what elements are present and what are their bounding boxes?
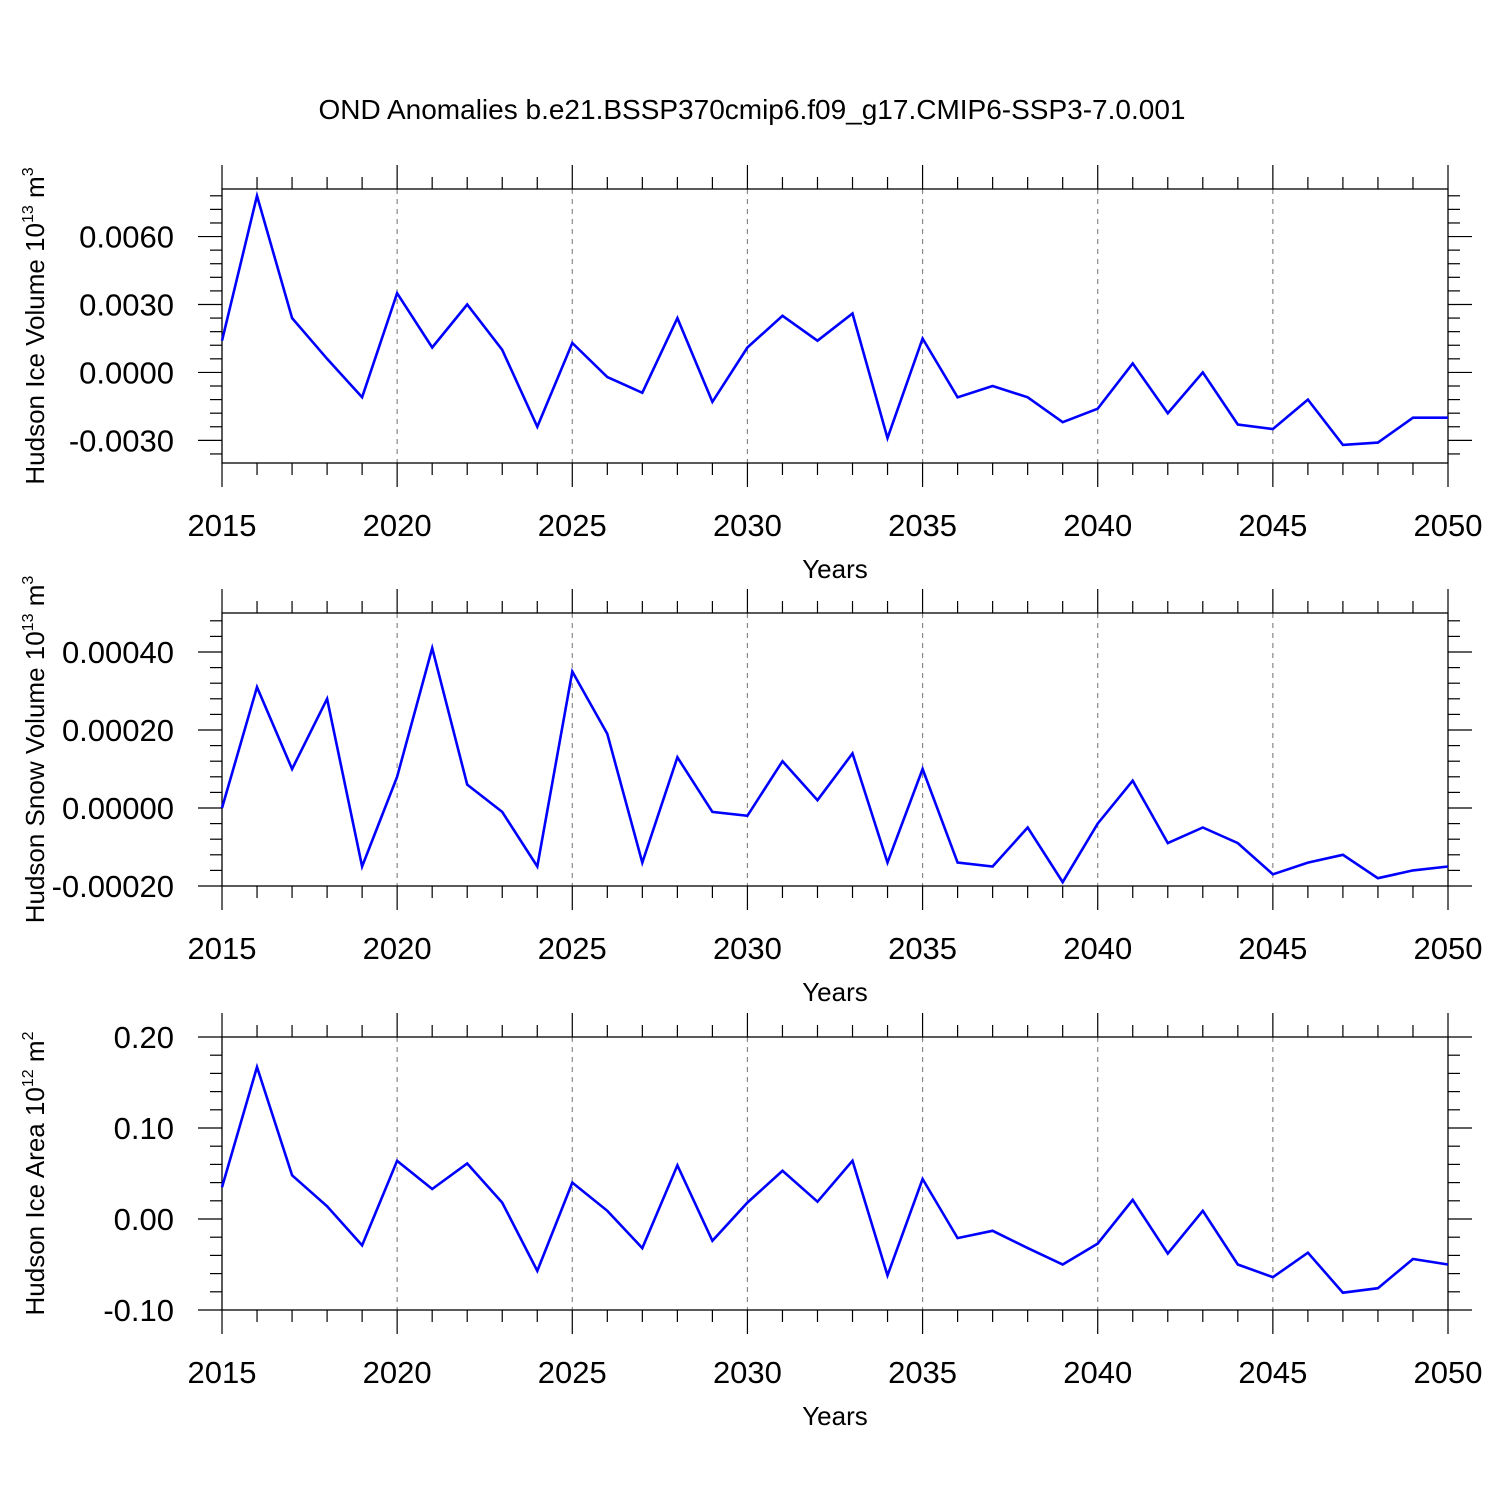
x-tick-label: 2030	[713, 1355, 782, 1390]
x-tick-label: 2050	[1414, 508, 1483, 543]
y-tick-label: 0.0060	[79, 220, 174, 255]
x-tick-label: 2035	[888, 1355, 957, 1390]
x-axis-label: Years	[802, 1401, 868, 1431]
x-tick-label: 2050	[1414, 1355, 1483, 1390]
y-axis-label: Hudson Ice Area 1012 m2	[20, 1031, 50, 1315]
y-tick-label: 0.00040	[62, 635, 174, 670]
chart-panels: 2015 2020 2025 2030 2035 2040 2045 2050 0.0060 0.…	[20, 165, 1482, 1431]
x-tick-label: 2015	[188, 1355, 257, 1390]
x-tick-label: 2035	[888, 508, 957, 543]
x-tick-label: 2045	[1238, 931, 1307, 966]
x-tick-label: 2045	[1238, 508, 1307, 543]
chart-panel-3: 2015 2020 2025 2030 2035 2040 2045 2050 0.20 0.10…	[20, 1013, 1482, 1431]
x-tick-label: 2050	[1414, 931, 1483, 966]
x-tick-label: 2015	[188, 931, 257, 966]
y-tick-label: 0.0030	[79, 287, 174, 322]
x-tick-label: 2020	[363, 508, 432, 543]
x-axis-label: Years	[802, 554, 868, 584]
y-tick-label: 0.0000	[79, 355, 174, 390]
y-tick-label: -0.10	[103, 1293, 174, 1328]
x-tick-label: 2030	[713, 508, 782, 543]
x-tick-label: 2015	[188, 508, 257, 543]
x-tick-label: 2040	[1063, 931, 1132, 966]
y-axis-label: Hudson Snow Volume 1013 m3	[20, 576, 50, 924]
x-tick-label: 2040	[1063, 508, 1132, 543]
y-tick-label: 0.00	[114, 1202, 174, 1237]
x-tick-label: 2025	[538, 508, 607, 543]
plot-frame	[221, 612, 1449, 887]
data-series-line	[220, 643, 1449, 885]
chart-title: OND Anomalies b.e21.BSSP370cmip6.f09_g17…	[319, 94, 1186, 125]
x-tick-label: 2025	[538, 931, 607, 966]
chart-panel-1: 2015 2020 2025 2030 2035 2040 2045 2050 0.0060 0.…	[20, 165, 1482, 584]
chart-panel-2: 2015 2020 2025 2030 2035 2040 2045 2050 0.00040 0…	[20, 576, 1482, 1007]
x-axis-label: Years	[802, 977, 868, 1007]
plot-frame	[221, 188, 1449, 464]
x-tick-label: 2045	[1238, 1355, 1307, 1390]
x-tick-label: 2020	[363, 1355, 432, 1390]
data-series-line	[220, 1062, 1449, 1295]
y-tick-label: 0.00000	[62, 791, 174, 826]
x-tick-label: 2040	[1063, 1355, 1132, 1390]
y-tick-label: 0.20	[114, 1020, 174, 1055]
x-tick-label: 2035	[888, 931, 957, 966]
y-tick-label: -0.0030	[69, 423, 174, 458]
y-axis-label: Hudson Ice Volume 1013 m3	[20, 167, 50, 484]
y-tick-label: 0.00020	[62, 713, 174, 748]
data-series-line	[220, 190, 1448, 447]
x-tick-label: 2020	[363, 931, 432, 966]
y-tick-label: 0.10	[114, 1111, 174, 1146]
x-tick-label: 2025	[538, 1355, 607, 1390]
y-tick-label: -0.00020	[52, 869, 174, 904]
x-tick-label: 2030	[713, 931, 782, 966]
plot-frame	[221, 1036, 1449, 1311]
